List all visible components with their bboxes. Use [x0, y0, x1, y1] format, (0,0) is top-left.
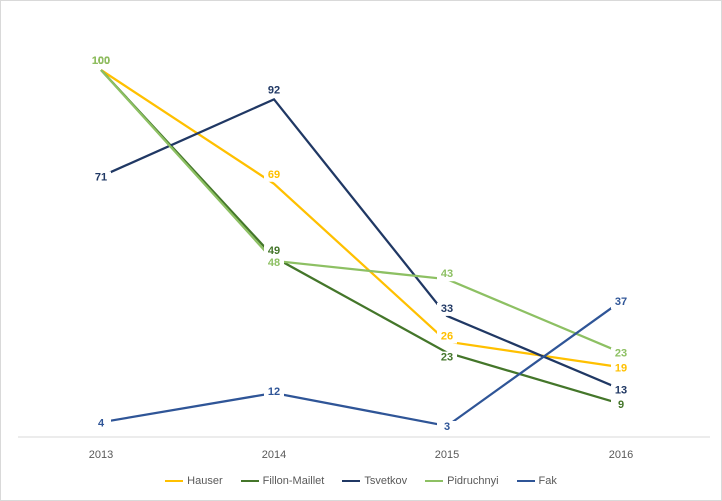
legend-item-pidruchnyi: Pidruchnyi — [425, 475, 499, 487]
data-label-bg — [264, 168, 284, 182]
series-line-fak — [100, 300, 622, 428]
legend-swatch — [516, 480, 535, 482]
data-label-bg — [437, 351, 457, 365]
x-tick-labels: 2013 2014 2015 2016 — [89, 449, 633, 461]
data-label-bg — [91, 171, 111, 185]
data-label-bg — [437, 330, 457, 344]
data-label-tsvetkov: 92 — [268, 84, 280, 96]
data-label-bg — [437, 302, 457, 316]
data-label-hauser: 19 — [615, 362, 627, 374]
data-label-fillon-maillet: 9 — [618, 399, 624, 411]
legend-item-hauser: Hauser — [165, 475, 223, 487]
data-label-fillon-maillet: 100 — [92, 55, 110, 67]
data-label-pidruchnyi: 100 — [92, 55, 110, 67]
data-label-bg — [611, 398, 631, 412]
x-tick-label: 2014 — [262, 449, 286, 461]
legend-item-tsvetkov: Tsvetkov — [342, 475, 407, 487]
legend-swatch — [425, 480, 444, 482]
data-label-pidruchnyi: 48 — [268, 257, 280, 269]
data-label-hauser: 69 — [268, 169, 280, 181]
data-label-pidruchnyi: 23 — [615, 348, 627, 360]
legend-label: Pidruchnyi — [447, 475, 499, 487]
data-label-bg — [264, 256, 284, 270]
legend-item-fak: Fak — [516, 475, 557, 487]
data-label-bg — [91, 417, 111, 431]
legend-swatch — [165, 480, 184, 482]
series-line-tsvetkov — [100, 97, 622, 391]
legend-item-fillon-maillet: Fillon-Maillet — [240, 475, 325, 487]
x-tick-label: 2016 — [609, 449, 633, 461]
x-tick-label: 2013 — [89, 449, 113, 461]
legend-label: Tsvetkov — [364, 475, 408, 487]
data-label-fak: 37 — [615, 296, 627, 308]
data-label-bg — [437, 268, 457, 282]
data-label-pidruchnyi: 43 — [441, 268, 453, 280]
data-label-hauser: 26 — [441, 331, 453, 343]
legend-swatch — [240, 480, 259, 482]
series-line-fillon-maillet — [100, 69, 622, 406]
data-label-bg — [611, 384, 631, 398]
legend-label: Fillon-Maillet — [262, 475, 325, 487]
data-label-tsvetkov: 13 — [615, 384, 627, 396]
data-label-bg — [437, 420, 457, 434]
data-label-tsvetkov: 71 — [95, 171, 107, 183]
data-label-bg — [264, 385, 284, 399]
series-line-hauser — [100, 69, 622, 369]
x-tick-label: 2015 — [435, 449, 459, 461]
data-label-bg — [611, 296, 631, 310]
data-label-hauser: 100 — [92, 55, 110, 67]
data-label-fak: 4 — [98, 417, 105, 429]
data-label-bg — [264, 84, 284, 98]
legend-label: Fak — [538, 475, 557, 487]
data-label-fak: 3 — [444, 421, 450, 433]
legend-swatch — [342, 480, 361, 482]
legend-label: Hauser — [187, 475, 223, 487]
data-label-bg — [611, 347, 631, 361]
data-label-bg — [91, 55, 111, 68]
legend: Hauser Fillon-Maillet Tsvetkov Pidruchnyi Fa… — [0, 472, 722, 490]
data-label-fak: 12 — [268, 386, 280, 398]
data-label-bg — [264, 245, 284, 259]
data-label-fillon-maillet: 49 — [268, 245, 280, 257]
data-label-fillon-maillet: 23 — [441, 352, 453, 364]
series-lines — [100, 69, 622, 428]
data-label-bg — [611, 362, 631, 376]
data-label-tsvetkov: 33 — [441, 303, 453, 315]
series-line-pidruchnyi — [100, 69, 622, 354]
